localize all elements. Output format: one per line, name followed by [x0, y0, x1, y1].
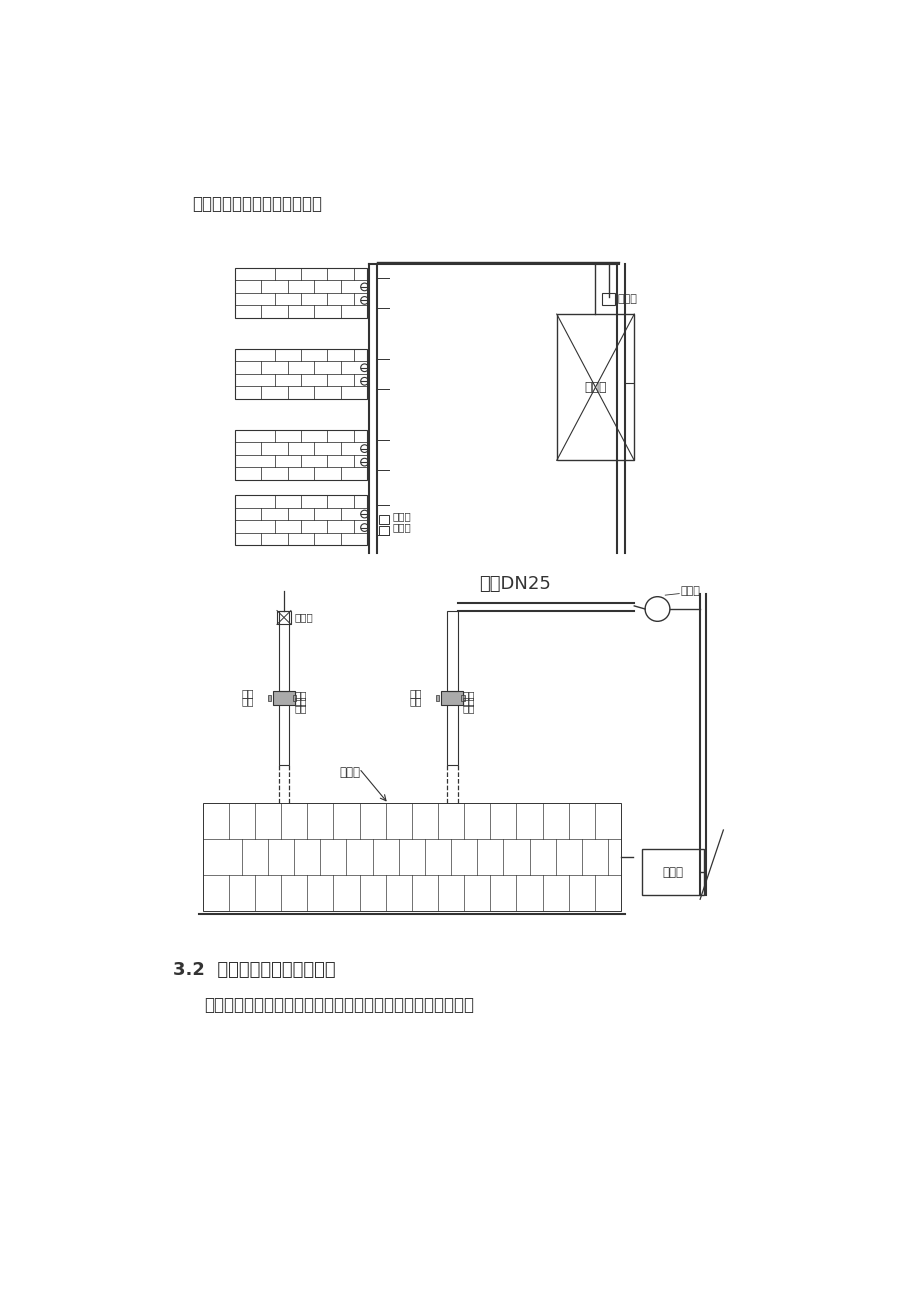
Bar	[293, 695, 296, 702]
Bar	[202, 803, 620, 911]
Text: 法兰: 法兰	[294, 690, 307, 700]
Text: 排气阀: 排气阀	[294, 612, 313, 622]
Bar	[641, 849, 703, 896]
Text: 胶垫: 胶垫	[409, 697, 422, 707]
Text: 胶垫: 胶垫	[241, 697, 254, 707]
Text: 焊管: 焊管	[462, 703, 475, 713]
Text: 3.2  冷却壁的样板制作与放样: 3.2 冷却壁的样板制作与放样	[173, 961, 335, 979]
Text: 压力表: 压力表	[618, 294, 637, 303]
Text: 试压泵: 试压泵	[662, 866, 683, 879]
Bar	[267, 695, 270, 702]
Bar	[277, 611, 290, 625]
Bar	[235, 268, 367, 318]
Text: 压力表: 压力表	[392, 512, 411, 522]
Text: 压力表: 压力表	[680, 586, 700, 596]
Bar	[235, 349, 367, 398]
Text: 螺栓: 螺栓	[409, 687, 422, 698]
Bar	[436, 695, 438, 702]
Bar	[447, 703, 457, 764]
Bar	[447, 611, 457, 691]
Bar	[602, 293, 614, 305]
Bar	[235, 430, 367, 479]
Text: 焊管DN25: 焊管DN25	[479, 574, 550, 592]
Text: 螺栓: 螺栓	[462, 697, 475, 707]
Bar	[441, 691, 462, 706]
Text: 面为冷却壁分组试压示意图。: 面为冷却壁分组试压示意图。	[192, 195, 323, 212]
Bar	[273, 691, 294, 706]
Text: 法兰: 法兰	[462, 690, 475, 700]
Bar	[379, 526, 388, 535]
Text: 螺栓: 螺栓	[294, 697, 307, 707]
Text: 根据冷却壁图纸的尺寸，用油毡纸放出其实样，并在炉壳内表: 根据冷却壁图纸的尺寸，用油毡纸放出其实样，并在炉壳内表	[204, 996, 473, 1013]
Bar	[556, 314, 633, 461]
Text: 螺栓: 螺栓	[241, 687, 254, 698]
Bar	[379, 516, 388, 525]
Bar	[235, 495, 367, 546]
Bar	[278, 703, 289, 764]
Text: 试压泵: 试压泵	[584, 380, 607, 393]
Circle shape	[644, 596, 669, 621]
Text: 排气阀: 排气阀	[392, 522, 411, 533]
Text: 焊管: 焊管	[294, 703, 307, 713]
Bar	[278, 611, 289, 691]
Bar	[461, 695, 464, 702]
Text: 冷却壁: 冷却壁	[339, 766, 360, 779]
